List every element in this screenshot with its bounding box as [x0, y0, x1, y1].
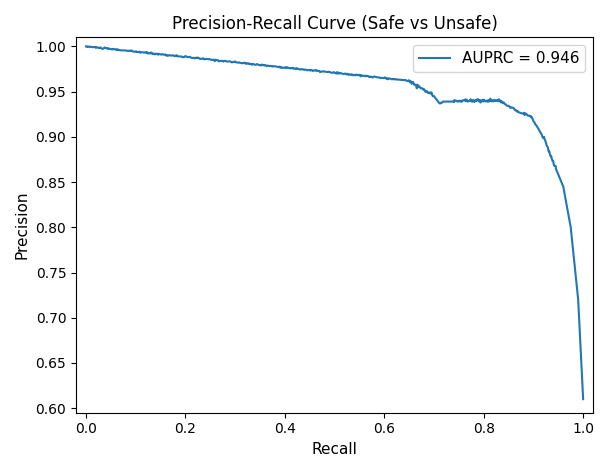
AUPRC = 0.946	[82, 43, 90, 49]
AUPRC = 0.946	[154, 52, 162, 58]
Legend: AUPRC = 0.946: AUPRC = 0.946	[413, 45, 586, 72]
AUPRC = 0.946	[228, 59, 235, 65]
AUPRC = 0.946	[234, 60, 241, 66]
AUPRC = 0.946	[83, 43, 90, 49]
AUPRC = 0.946	[423, 88, 430, 94]
Line: AUPRC = 0.946: AUPRC = 0.946	[86, 46, 583, 399]
AUPRC = 0.946	[514, 108, 522, 114]
Y-axis label: Precision: Precision	[15, 191, 30, 259]
AUPRC = 0.946	[580, 396, 587, 402]
X-axis label: Recall: Recall	[312, 442, 357, 457]
AUPRC = 0.946	[340, 71, 348, 77]
Title: Precision-Recall Curve (Safe vs Unsafe): Precision-Recall Curve (Safe vs Unsafe)	[171, 15, 498, 33]
